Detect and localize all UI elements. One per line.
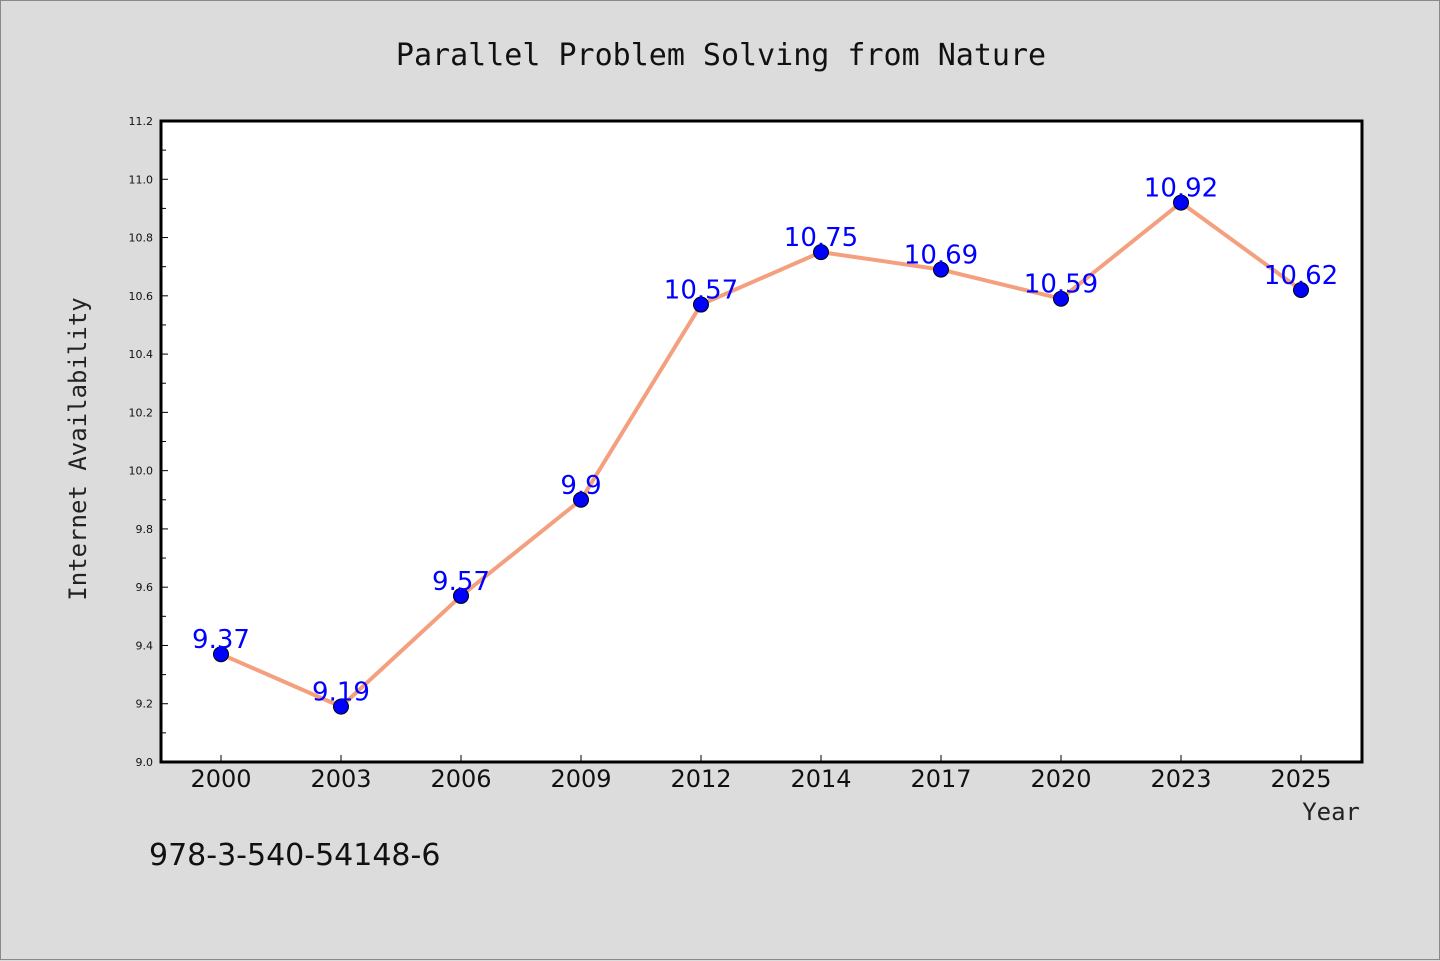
x-tick-label: 2009 [550, 765, 611, 793]
data-label: 9.9 [560, 471, 601, 501]
x-axis-title: Year [1302, 798, 1360, 826]
data-label: 10.75 [784, 223, 858, 253]
data-label: 9.57 [432, 567, 490, 597]
data-point [573, 491, 589, 508]
y-tick-label: 9.2 [136, 698, 154, 711]
y-tick-label: 10.0 [129, 465, 154, 478]
data-label-layer: 9.37 9.19 9.57 9.9 10.57 10.75 10.69 10.59 10.92… [192, 174, 1338, 708]
x-tick-label: 2000 [190, 765, 251, 793]
y-tick-label: 9.0 [136, 756, 154, 769]
series-line [220, 200, 1303, 709]
data-label: 10.62 [1264, 261, 1338, 291]
data-point [453, 587, 469, 604]
footnote-isbn: 978-3-540-54148-6 [149, 838, 440, 873]
x-tick-label: 2025 [1270, 765, 1331, 793]
x-tick-label: 2020 [1030, 765, 1091, 793]
x-tick-label: 2014 [790, 765, 851, 793]
x-tick-label: 2006 [430, 765, 491, 793]
y-tick-label: 9.4 [136, 639, 154, 652]
data-point [1053, 290, 1069, 307]
data-label: 10.59 [1024, 270, 1098, 300]
data-point [213, 646, 229, 663]
data-label: 10.92 [1144, 174, 1218, 204]
x-tick-label: 2012 [670, 765, 731, 793]
data-point [813, 244, 829, 261]
data-label: 9.19 [312, 678, 370, 708]
data-label: 10.57 [664, 276, 738, 306]
y-axis: 9.0 9.2 9.4 9.6 9.8 10.0 10.2 10.4 10.6 10.8 11.0 1… [129, 115, 168, 769]
x-tick-label: 2023 [1150, 765, 1211, 793]
series-layer [213, 194, 1309, 715]
y-tick-label: 10.8 [129, 232, 154, 245]
data-point [333, 698, 349, 715]
y-tick-label: 10.2 [129, 406, 154, 419]
y-tick-label: 9.8 [136, 523, 154, 536]
plot-area [159, 119, 1364, 764]
y-axis-title: Internet Availability [64, 297, 92, 600]
x-axis: 2000 2003 2006 2009 2012 2014 2017 2020 2023 2025 [190, 755, 1332, 793]
x-tick-label: 2017 [910, 765, 971, 793]
data-point [933, 261, 949, 278]
data-label: 9.37 [192, 625, 250, 655]
x-tick-label: 2003 [310, 765, 371, 793]
y-tick-label: 11.0 [129, 173, 154, 186]
y-tick-label: 11.2 [129, 115, 154, 128]
chart-title: Parallel Problem Solving from Nature [396, 38, 1046, 73]
data-point [1293, 281, 1309, 298]
y-tick-label: 10.4 [129, 348, 154, 361]
data-point [1173, 194, 1189, 211]
y-tick-label: 10.6 [129, 290, 154, 303]
data-point [693, 296, 709, 313]
y-tick-label: 9.6 [136, 581, 154, 594]
data-label: 10.69 [904, 241, 978, 271]
